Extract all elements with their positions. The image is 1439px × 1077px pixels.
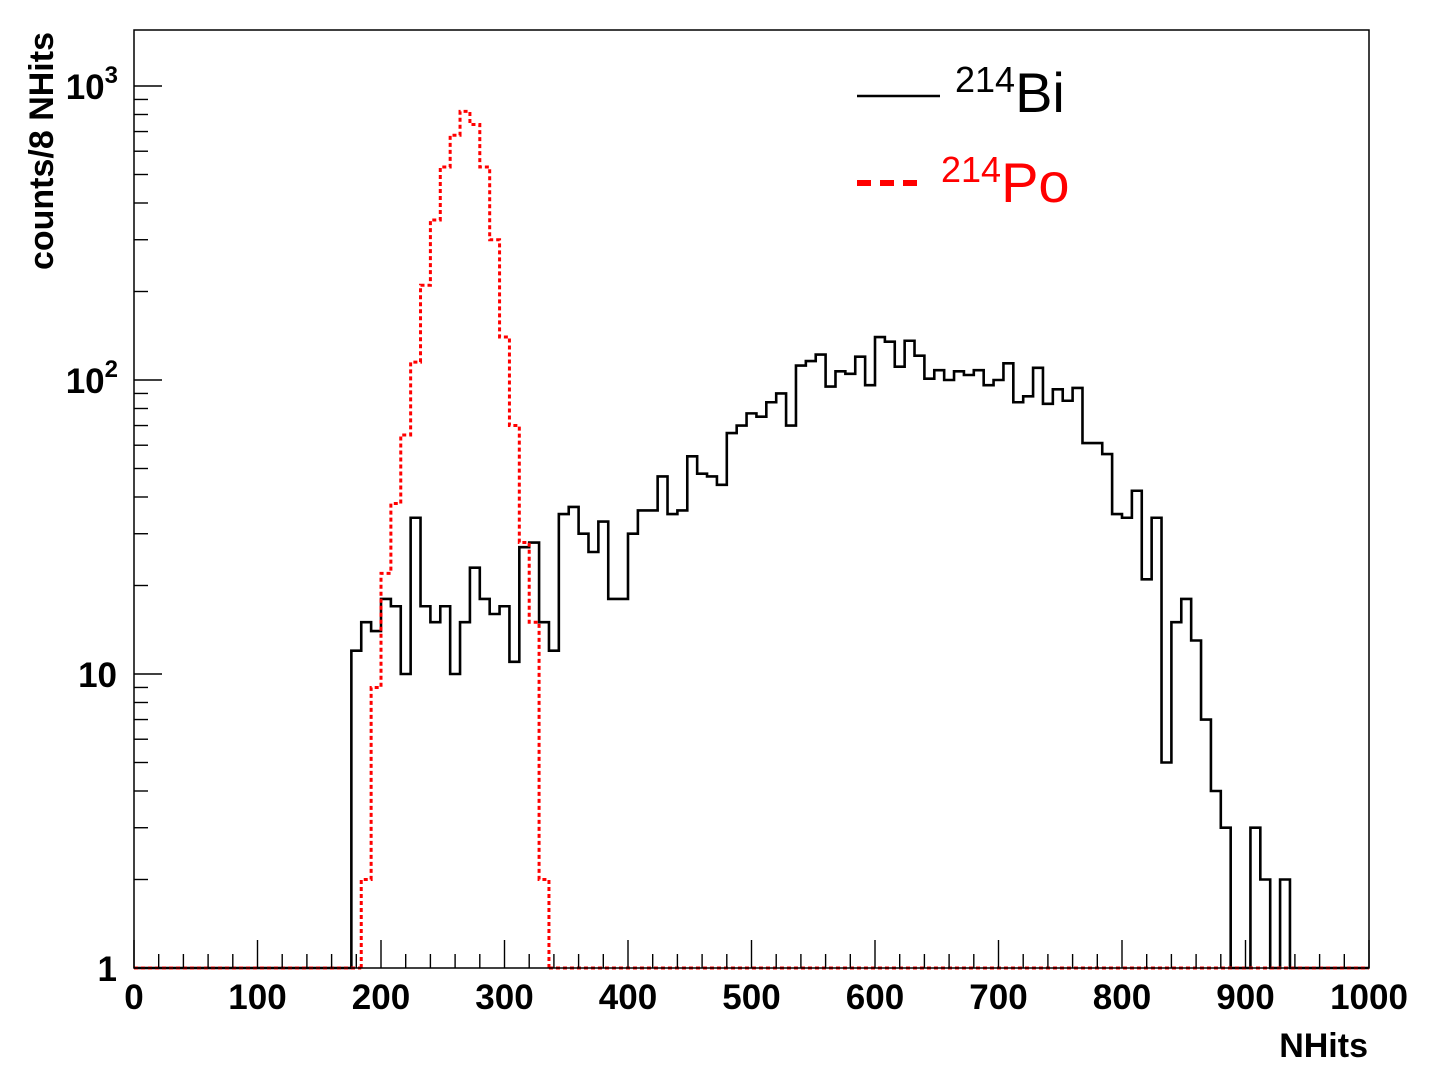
x-tick-label: 800 <box>1093 978 1151 1017</box>
x-tick-label: 700 <box>969 978 1027 1017</box>
y-tick-label: 10 <box>78 656 117 695</box>
x-tick-label: 0 <box>124 978 143 1017</box>
y-axis-title: counts/8 NHits <box>23 32 61 270</box>
x-tick-label: 400 <box>599 978 657 1017</box>
x-axis-title: NHits <box>1279 1027 1368 1065</box>
x-tick-label: 900 <box>1216 978 1274 1017</box>
legend-label-po214: 214Po <box>941 149 1070 214</box>
series-line-bi214 <box>350 335 1300 970</box>
series-line-po214 <box>359 109 551 968</box>
y-tick-label: 102 <box>66 356 118 401</box>
y-tick-label: 103 <box>66 62 118 107</box>
legend-label-bi214: 214Bi <box>955 59 1065 124</box>
x-tick-label: 300 <box>475 978 533 1017</box>
y-tick-label: 1 <box>98 950 117 989</box>
x-tick-label: 200 <box>352 978 410 1017</box>
legend: 214Bi 214Po <box>857 59 1070 214</box>
x-tick-label: 1000 <box>1330 978 1408 1017</box>
x-tick-label: 100 <box>228 978 286 1017</box>
x-tick-label: 600 <box>846 978 904 1017</box>
x-axis: 0 100 200 300 400 500 600 700 800 900 1000 <box>124 940 1408 1017</box>
x-tick-label: 500 <box>722 978 780 1017</box>
y-axis: 1 10 102 103 <box>66 62 162 989</box>
